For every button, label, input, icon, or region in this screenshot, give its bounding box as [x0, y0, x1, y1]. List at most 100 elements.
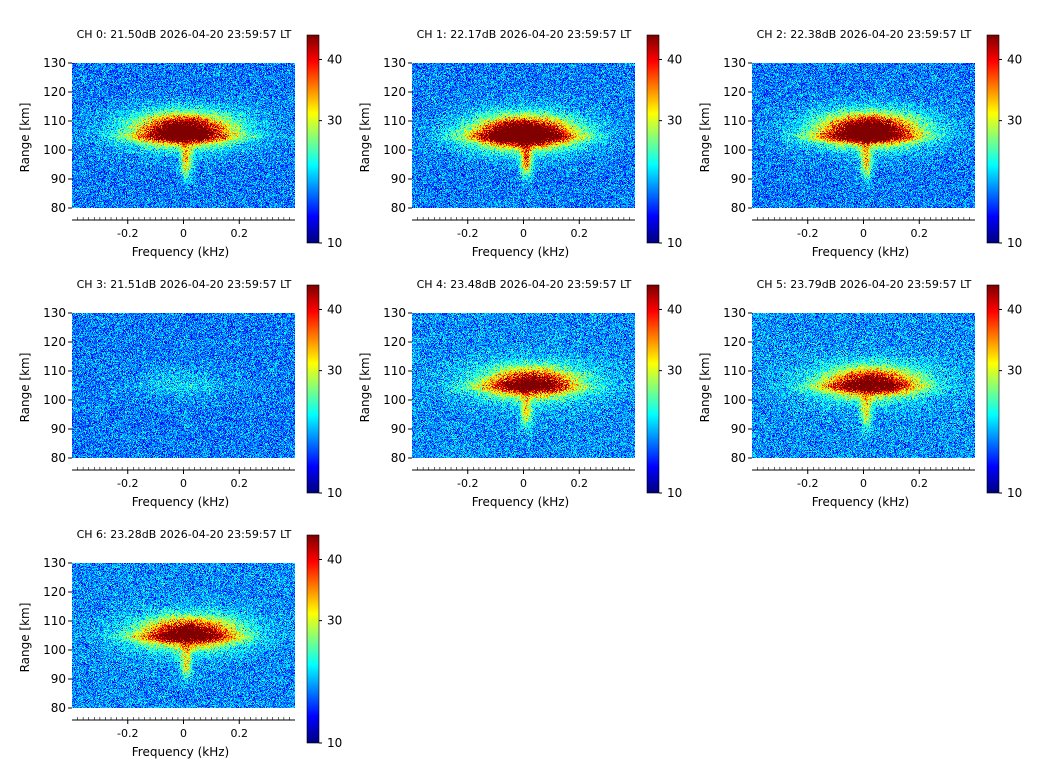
heatmap-image — [752, 313, 975, 458]
colorbar: 10 30 40 — [646, 284, 682, 500]
y-tick-label: 120 — [383, 85, 406, 99]
y-tick-label: 130 — [723, 56, 746, 70]
panel-title: CH 1: 22.17dB 2026-04-20 23:59:57 LT — [417, 28, 632, 41]
y-tick-label: 120 — [723, 335, 746, 349]
panel-title: CH 4: 23.48dB 2026-04-20 23:59:57 LT — [417, 278, 632, 291]
y-tick-label: 120 — [383, 335, 406, 349]
x-tick-label: -0.2 — [457, 477, 478, 490]
panel-title: CH 6: 23.28dB 2026-04-20 23:59:57 LT — [77, 528, 292, 541]
x-axis-label: Frequency (kHz) — [812, 245, 909, 259]
x-tick-label: 0 — [860, 227, 867, 240]
y-tick-label: 90 — [731, 172, 746, 186]
x-tick-label: 0.2 — [571, 227, 589, 240]
colorbar-tick-label: 40 — [1007, 302, 1022, 316]
heatmap-image — [72, 313, 295, 458]
x-tick-label: 0 — [520, 477, 527, 490]
panel-ch2: CH 2: 22.38dB 2026-04-20 23:59:57 LT 80 90… — [698, 28, 1022, 259]
panel-title: CH 0: 21.50dB 2026-04-20 23:59:57 LT — [77, 28, 292, 41]
colorbar-gradient — [987, 35, 999, 243]
colorbar-tick-label: 40 — [1007, 52, 1022, 66]
colorbar-gradient — [307, 535, 319, 743]
y-tick-label: 100 — [383, 393, 406, 407]
y-axis: 80 90 100 110 120 130 — [383, 56, 412, 215]
y-tick-label: 130 — [383, 306, 406, 320]
y-tick-label: 120 — [43, 585, 66, 599]
heatmap-image — [72, 63, 295, 208]
x-tick-label: -0.2 — [117, 227, 138, 240]
x-tick-label: 0.2 — [231, 477, 249, 490]
x-tick-label: 0 — [860, 477, 867, 490]
y-tick-label: 80 — [731, 451, 746, 465]
y-tick-label: 130 — [723, 306, 746, 320]
colorbar-frame — [986, 284, 1000, 494]
colorbar-gradient — [307, 285, 319, 493]
y-axis: 80 90 100 110 120 130 — [43, 306, 72, 465]
colorbar-tick-label: 10 — [1007, 486, 1022, 500]
y-axis: 80 90 100 110 120 130 — [43, 56, 72, 215]
y-tick-label: 110 — [723, 114, 746, 128]
y-tick-label: 80 — [391, 201, 406, 215]
x-tick-label: 0 — [520, 227, 527, 240]
x-tick-label: 0.2 — [571, 477, 589, 490]
x-axis-label: Frequency (kHz) — [812, 495, 909, 509]
x-tick-label: -0.2 — [457, 227, 478, 240]
y-tick-label: 100 — [43, 143, 66, 157]
y-tick-label: 130 — [383, 56, 406, 70]
colorbar-tick-label: 40 — [667, 52, 682, 66]
colorbar-tick-label: 40 — [327, 552, 342, 566]
y-axis-label: Range [km] — [358, 353, 372, 423]
panel-ch3: CH 3: 21.51dB 2026-04-20 23:59:57 LT 80 90… — [18, 278, 342, 509]
x-axis-label: Frequency (kHz) — [132, 245, 229, 259]
heatmap-image — [72, 563, 295, 708]
colorbar-frame — [986, 34, 1000, 244]
colorbar: 10 30 40 — [646, 34, 682, 250]
panel-ch6: CH 6: 23.28dB 2026-04-20 23:59:57 LT 80 90… — [18, 528, 342, 759]
colorbar-frame — [306, 534, 320, 744]
y-tick-label: 110 — [43, 364, 66, 378]
colorbar-gradient — [647, 35, 659, 243]
y-axis-label: Range [km] — [18, 103, 32, 173]
colorbar-tick-label: 30 — [327, 614, 342, 628]
y-axis-label: Range [km] — [18, 353, 32, 423]
colorbar-tick-label: 30 — [1007, 364, 1022, 378]
panel-title: CH 5: 23.79dB 2026-04-20 23:59:57 LT — [757, 278, 972, 291]
y-tick-label: 80 — [391, 451, 406, 465]
y-tick-label: 130 — [43, 56, 66, 70]
x-axis-label: Frequency (kHz) — [472, 245, 569, 259]
colorbar: 10 30 40 — [306, 34, 342, 250]
y-tick-label: 100 — [723, 393, 746, 407]
y-tick-label: 100 — [383, 143, 406, 157]
panel-ch4: CH 4: 23.48dB 2026-04-20 23:59:57 LT 80 90… — [358, 278, 682, 509]
colorbar-tick-label: 10 — [327, 486, 342, 500]
x-tick-label: 0 — [180, 727, 187, 740]
heatmap-image — [412, 313, 635, 458]
y-axis: 80 90 100 110 120 130 — [43, 556, 72, 715]
colorbar-frame — [306, 284, 320, 494]
x-tick-label: -0.2 — [797, 227, 818, 240]
y-tick-label: 80 — [731, 201, 746, 215]
y-tick-label: 100 — [723, 143, 746, 157]
y-axis-label: Range [km] — [358, 103, 372, 173]
y-tick-label: 80 — [51, 201, 66, 215]
colorbar-tick-label: 30 — [327, 364, 342, 378]
x-tick-label: -0.2 — [797, 477, 818, 490]
x-tick-label: 0.2 — [911, 477, 929, 490]
colorbar-frame — [646, 284, 660, 494]
y-tick-label: 90 — [391, 422, 406, 436]
x-tick-label: -0.2 — [117, 477, 138, 490]
y-tick-label: 110 — [383, 114, 406, 128]
panel-ch1: CH 1: 22.17dB 2026-04-20 23:59:57 LT 80 90… — [358, 28, 682, 259]
y-tick-label: 110 — [43, 614, 66, 628]
x-axis-label: Frequency (kHz) — [132, 745, 229, 759]
y-axis-label: Range [km] — [698, 353, 712, 423]
colorbar: 10 30 40 — [306, 534, 342, 750]
panel-title: CH 3: 21.51dB 2026-04-20 23:59:57 LT — [77, 278, 292, 291]
heatmap-image — [412, 63, 635, 208]
colorbar-tick-label: 10 — [1007, 236, 1022, 250]
heatmap-image — [752, 63, 975, 208]
colorbar-frame — [646, 34, 660, 244]
